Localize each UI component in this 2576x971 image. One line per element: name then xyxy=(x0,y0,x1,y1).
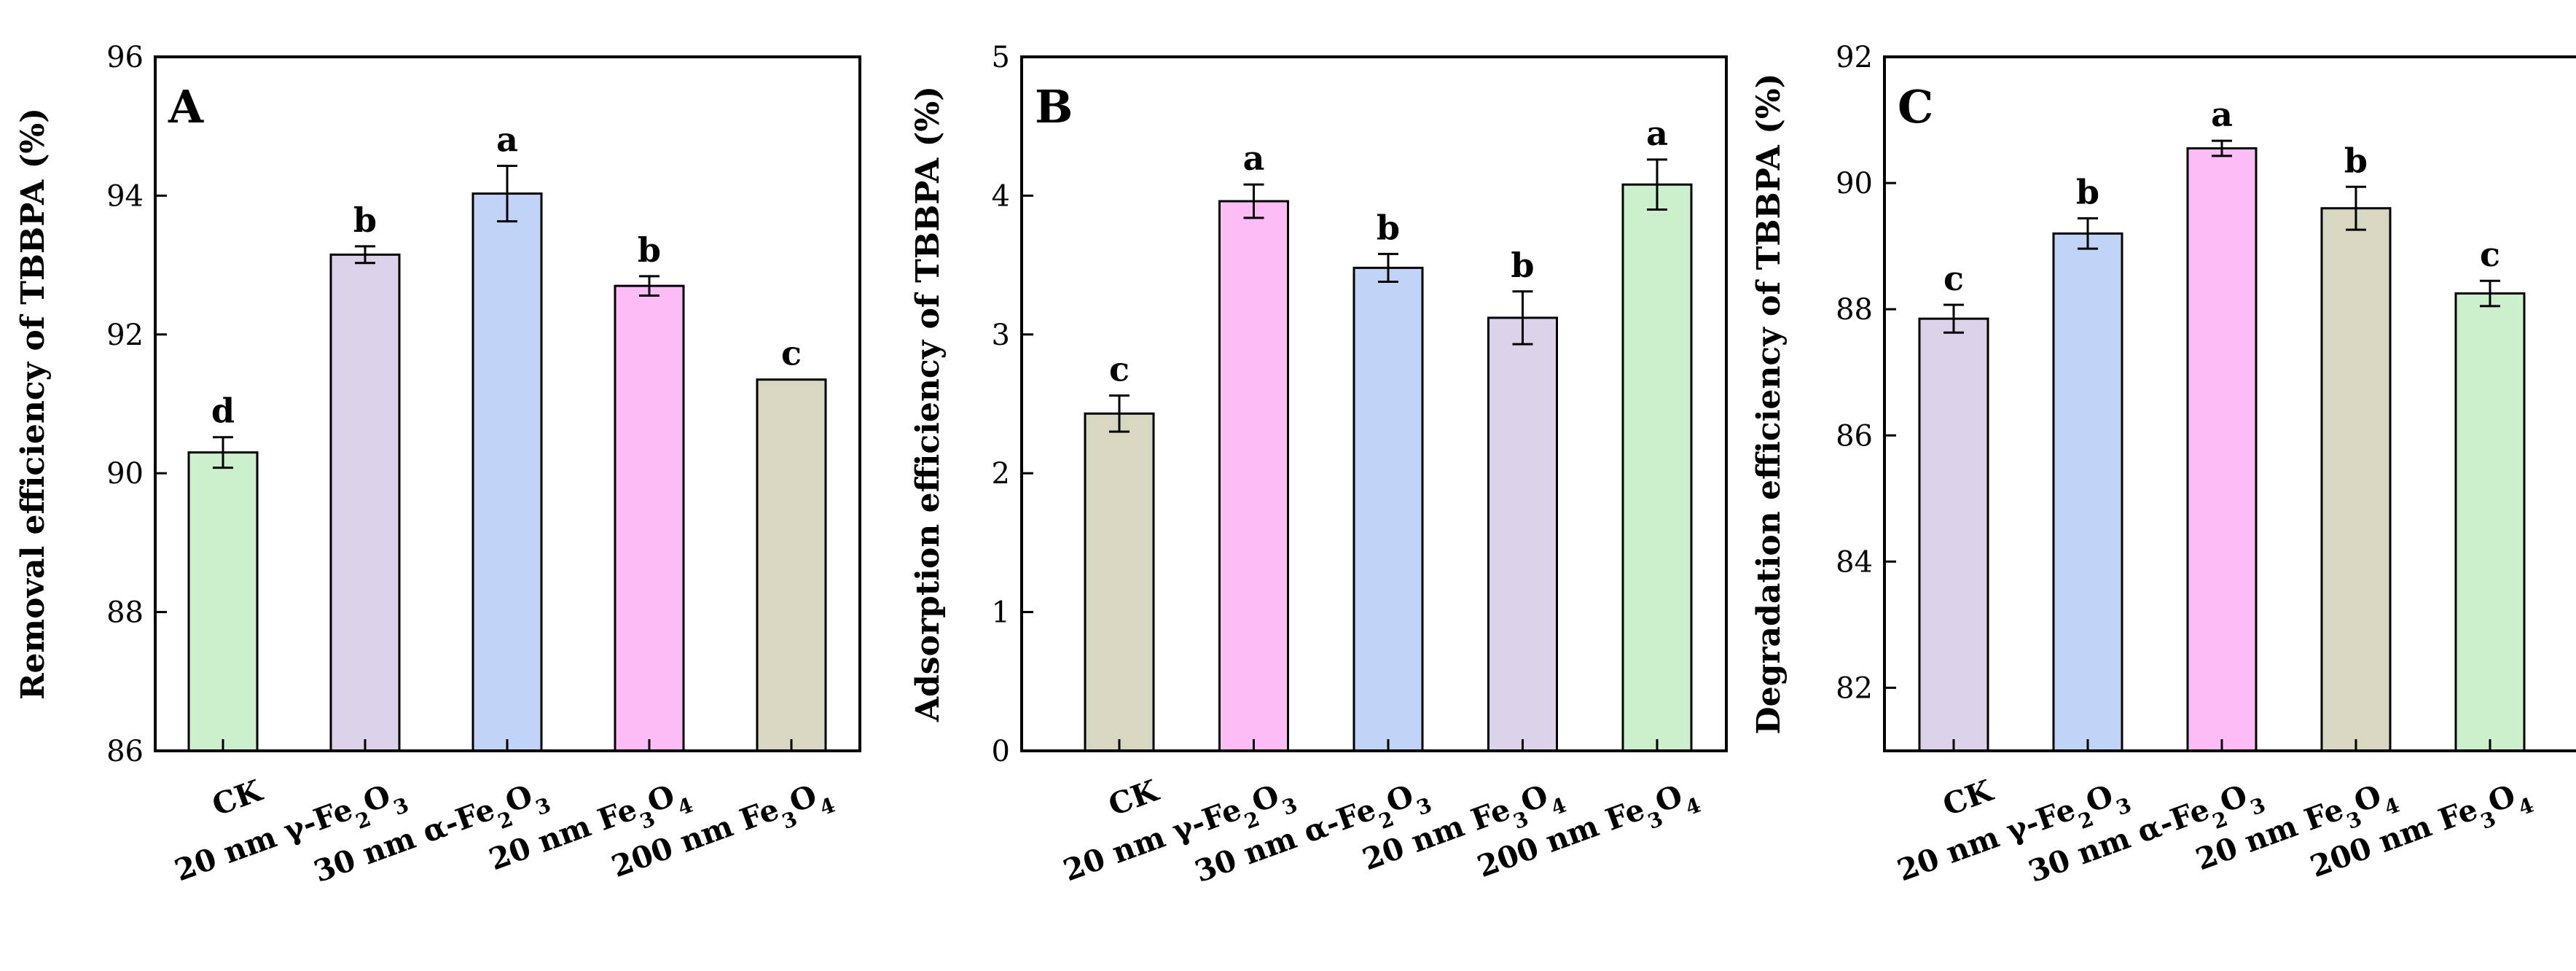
bar xyxy=(2454,292,2526,752)
bar xyxy=(1918,317,1989,752)
bar xyxy=(1218,200,1289,752)
bar xyxy=(471,192,543,752)
bar xyxy=(614,284,685,752)
significance-label: a xyxy=(1243,139,1265,178)
category-label: 200 nm Fe3O4 xyxy=(2306,773,2537,894)
bar xyxy=(187,451,259,752)
bar xyxy=(2186,147,2258,752)
significance-label: c xyxy=(781,334,802,373)
significance-label: a xyxy=(496,120,518,159)
y-tick-label: 4 xyxy=(992,179,1010,213)
significance-label: c xyxy=(1943,259,1964,298)
category-label: CK xyxy=(1104,773,1164,823)
significance-label: b xyxy=(1511,246,1534,285)
bar xyxy=(1084,412,1155,752)
y-tick-label: 84 xyxy=(1836,545,1873,579)
panel-letter: A xyxy=(168,80,204,133)
bar xyxy=(2052,232,2123,752)
significance-label: b xyxy=(1377,208,1400,247)
y-axis-title: Adsorption efficiency of TBBPA (%) xyxy=(909,86,947,722)
y-tick-label: 2 xyxy=(992,457,1010,491)
significance-label: d xyxy=(211,391,235,431)
y-tick-label: 94 xyxy=(106,179,144,213)
significance-label: b xyxy=(353,200,377,240)
category-label: 200 nm Fe3O4 xyxy=(607,773,838,894)
y-tick-label: 92 xyxy=(106,319,144,352)
y-tick-label: 90 xyxy=(106,457,144,491)
significance-label: c xyxy=(1109,350,1130,389)
significance-label: b xyxy=(2344,141,2368,180)
y-tick-label: 96 xyxy=(106,41,144,74)
y-tick-label: 86 xyxy=(106,735,144,768)
bar xyxy=(1487,316,1558,752)
y-axis-title: Degradation efficiency of TBBPA (%) xyxy=(1750,73,1788,734)
y-tick-label: 0 xyxy=(992,735,1010,768)
panel-letter: B xyxy=(1035,80,1073,133)
bar xyxy=(1621,183,1693,752)
y-tick-label: 88 xyxy=(106,596,144,630)
significance-label: a xyxy=(1646,114,1668,153)
plot-frame xyxy=(154,55,861,752)
significance-label: a xyxy=(2211,95,2233,134)
y-tick-label: 5 xyxy=(992,41,1010,74)
category-label: 200 nm Fe3O4 xyxy=(1473,773,1704,894)
bar xyxy=(2320,207,2392,752)
significance-label: b xyxy=(2076,173,2099,212)
y-tick-label: 1 xyxy=(992,596,1010,630)
significance-label: c xyxy=(2480,235,2500,274)
category-label: CK xyxy=(1938,773,1998,823)
y-tick-label: 86 xyxy=(1836,419,1873,453)
bar xyxy=(1352,266,1424,752)
y-tick-label: 3 xyxy=(992,319,1010,352)
category-label: CK xyxy=(208,773,267,823)
plot-frame xyxy=(1883,55,2576,752)
significance-label: b xyxy=(638,230,661,270)
panel-letter: C xyxy=(1898,80,1933,133)
bar xyxy=(329,253,401,752)
bar xyxy=(756,378,827,752)
y-axis-title: Removal efficiency of TBBPA (%) xyxy=(15,108,52,700)
plot-frame xyxy=(1020,55,1728,752)
y-tick-label: 90 xyxy=(1836,167,1873,200)
y-tick-label: 88 xyxy=(1836,293,1873,327)
y-tick-label: 82 xyxy=(1836,671,1873,705)
y-tick-label: 92 xyxy=(1836,41,1873,74)
